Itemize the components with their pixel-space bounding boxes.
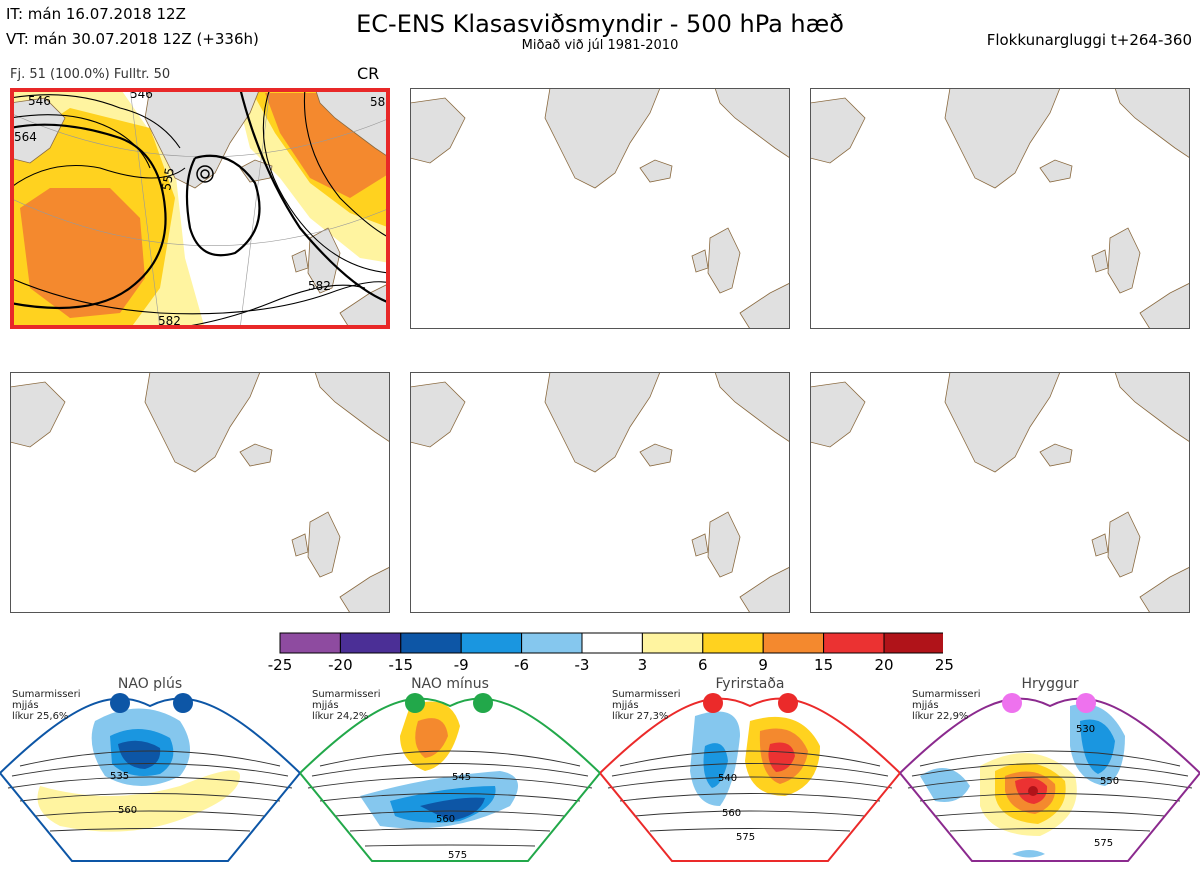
contour-label: 560 [436,814,455,825]
colorbar-swatch [581,632,643,654]
regime-info: Sumarmisseri mjjás líkur 27,3% [612,689,681,722]
colorbar-tick-label: -3 [574,656,590,674]
cluster-map-5[interactable] [410,372,790,613]
regime-nao-minus: 545 560 575 NAO mínus Sumarmisseri mjjás l… [300,676,600,871]
colorbar-swatch [460,632,523,654]
cluster-map-4[interactable] [10,372,390,613]
colorbar-swatch [339,632,402,654]
regime-name: NAO plús [117,676,183,692]
contour-label: 530 [1076,724,1095,735]
colorbar-tick-label: -25 [267,656,293,674]
valid-time: VT: mán 30.07.2018 12Z (+336h) [6,30,259,48]
classification-window: Flokkunargluggi t+264-360 [986,31,1192,49]
contour-label: 555 [159,167,177,192]
contour-label: 564 [14,130,37,144]
regime-nao-plus: 535 560 NAO plús Sumarmisseri mjjás líkur … [0,676,300,871]
page-subtitle: Miðað við júl 1981-2010 [521,38,679,53]
cluster-map-6[interactable] [810,372,1190,613]
contour-label: 546 [28,94,51,108]
contour-label: 582 [308,279,331,293]
cluster-map-1[interactable]: 546 564 546 58 555 582 582 [10,88,390,329]
colorbar-tick-label: 20 [874,656,894,674]
colorbar-tick-label: 9 [758,656,768,674]
colorbar-swatch [641,632,704,654]
colorbar-tick-label: -6 [514,656,530,674]
colorbar-swatch [702,632,764,654]
colorbar-tick-label: 25 [934,656,954,674]
regime-info: Sumarmisseri mjjás líkur 22,9% [912,689,981,722]
regime-blocking: 540 560 575 Fyrirstaða Sumarmisseri mjjás… [600,676,900,871]
colorbar-swatch [400,632,462,654]
page-title: EC-ENS Klasasviðsmyndir - 500 hPa hæð [356,10,844,38]
colorbar-tick-label: -9 [453,656,469,674]
regime-info: Sumarmisseri mjjás líkur 24,2% [312,689,381,722]
colorbar-swatch [279,632,341,654]
contour-label: 582 [158,314,181,328]
colorbar-swatch [762,632,825,654]
regime-name: NAO mínus [411,676,489,692]
contour-label: 550 [1100,776,1119,787]
cluster-map-2[interactable] [410,88,790,329]
regime-marker [1002,693,1022,713]
regime-info: Sumarmisseri mjjás líkur 25,6% [12,689,81,722]
contour-label: 575 [1094,838,1113,849]
regime-marker [778,693,798,713]
colorbar-tick-label: -20 [328,656,353,674]
colorbar-tick-label: -15 [388,656,414,674]
contour-label: 535 [110,771,129,782]
colorbar-swatch [823,632,885,654]
cluster-map-3[interactable] [810,88,1190,329]
regime-marker [173,693,193,713]
contour-label: 545 [452,772,471,783]
colorbar-swatch [521,632,583,654]
regime-marker [703,693,723,713]
initial-time: IT: mán 16.07.2018 12Z [6,5,186,23]
regime-ridge: 530 550 575 Hryggur Sumarmisseri mjjás lík… [900,676,1200,871]
contour-label: 575 [736,832,755,843]
contour-label: 575 [448,850,467,861]
colorbar-tick-label: 3 [637,656,648,674]
contour-label: 58 [370,95,385,109]
colorbar-tick-label: 6 [698,656,708,674]
regime-name: Fyrirstaða [715,676,785,692]
regime-marker [473,693,493,713]
cluster-info: Fj. 51 (100.0%) Fulltr. 50 [10,67,171,82]
regime-marker [1076,693,1096,713]
colorbar-tick-label: 15 [814,656,834,674]
anomaly-colorbar [279,632,943,654]
colorbar-swatch [883,632,943,654]
regime-name: Hryggur [1021,676,1079,692]
contour-label: 560 [118,805,137,816]
contour-label: 560 [722,808,741,819]
regime-marker [405,693,425,713]
regime-marker [110,693,130,713]
cluster-code: CR [357,64,380,83]
contour-label: 540 [718,773,737,784]
